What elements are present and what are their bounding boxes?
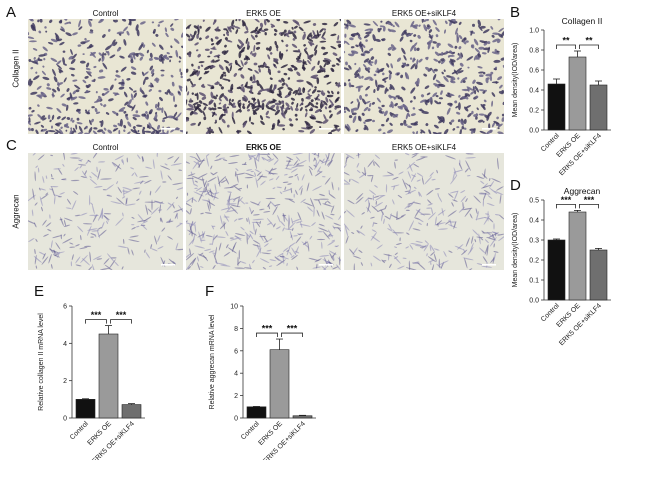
y-tick-label: 0.3 [529,238,539,245]
image-title-control-collagen: Control [92,9,119,18]
significance-bracket [579,44,599,49]
bar-2 [589,84,608,131]
y-tick-label: 2 [63,378,67,385]
bar-0 [547,239,566,301]
y-axis-label: Relative collagen II mRNA level [38,313,45,411]
panel-letter-c: C [6,137,17,154]
significance-label: *** [91,310,102,320]
image-title-erk5-collagen: ERK5 OE [246,9,281,18]
significance-bracket [256,332,278,338]
y-tick-label: 6 [234,348,238,355]
chart-title: Collagen II [562,16,603,26]
panel-letter-d: D [510,177,521,194]
y-tick-label: 10 [230,304,238,311]
chart-aggrecan-mrna: 0 2 4 6 8 10 Relative aggrecan mRNA level Contr… [209,304,316,460]
significance-label: ** [585,36,593,46]
micrograph-aggrecan-erk5 [186,153,341,270]
image-title-sik-collagen: ERK5 OE+siKLF4 [391,9,457,18]
bar-1 [269,349,290,419]
panel-letter-f: F [205,283,215,300]
bar-1 [98,333,119,419]
image-title-sik-aggrecan: ERK5 OE+siKLF4 [391,143,457,152]
image-title-erk5-aggrecan: ERK5 OE [245,143,282,152]
bar-2 [121,404,142,419]
significance-label: *** [116,310,127,320]
chart-collagen-density: Collagen II 0.0 0.2 0.4 0.6 0.8 1.0 Mean densit… [512,16,611,177]
x-tick-label: Control [69,420,90,441]
y-tick-label: 0.6 [529,68,539,75]
y-tick-label: 0.0 [529,298,539,305]
micrograph-collagen-erk5 [186,19,341,134]
micrograph-collagen-control [28,19,183,134]
y-tick-label: 0.5 [529,198,539,205]
bar-2 [589,249,608,301]
y-tick-label: 0.0 [529,128,539,135]
y-tick-label: 1.0 [529,28,539,35]
significance-bracket [85,319,107,324]
panel-letter-a: A [6,4,17,21]
x-tick-label: ERK5 OE+siKLF4 [558,302,603,347]
bar-1 [568,56,587,131]
significance-label: *** [561,195,572,205]
significance-label: ** [562,36,570,46]
bar-0 [75,399,96,419]
bar-1 [568,211,587,301]
y-tick-label: 6 [63,304,67,311]
panel-letter-e: E [34,283,45,300]
bar-0 [246,406,267,419]
y-axis-label: Relative aggrecan mRNA level [209,314,216,409]
y-tick-label: 2 [234,393,238,400]
micrograph-aggrecan-control [28,153,183,270]
image-title-control-aggrecan: Control [92,143,119,152]
y-tick-label: 0.2 [529,258,539,265]
y-tick-label: 0.4 [529,88,539,95]
significance-label: *** [262,324,273,334]
y-tick-label: 4 [234,371,238,378]
significance-bracket [579,204,599,209]
chart-title: Aggrecan [564,186,601,196]
chart-aggrecan-density: Aggrecan 0.0 0.1 0.2 0.3 0.4 0.5 Mean density(I… [512,186,611,347]
bar-0 [547,83,566,131]
y-tick-label: 0.1 [529,278,539,285]
significance-bracket [556,44,576,49]
bar-2 [292,415,313,419]
y-tick-label: 8 [234,326,238,333]
y-tick-label: 0.2 [529,108,539,115]
significance-label: *** [287,324,298,334]
y-tick-label: 0.4 [529,218,539,225]
y-axis-label: Mean density(IOD/area) [512,213,519,288]
y-tick-label: 0 [63,416,67,423]
x-tick-label: ERK5 OE+siKLF4 [558,132,603,177]
chart-collagen-mrna: 0 2 4 6 Relative collagen II mRNA level Contr… [38,304,145,460]
micrograph-collagen-sik [344,19,504,134]
significance-bracket [556,204,576,209]
y-tick-label: 4 [63,341,67,348]
significance-label: *** [584,195,595,205]
panel-letter-b: B [510,4,521,21]
y-axis-label: Mean density(IOD/area) [512,43,519,118]
significance-bracket [110,319,132,324]
row-label-aggrecan: Aggrecan [11,194,21,229]
y-tick-label: 0.8 [529,48,539,55]
y-tick-label: 0 [234,416,238,423]
significance-bracket [281,332,303,338]
micrograph-aggrecan-sik [344,153,504,270]
x-tick-label: Control [240,420,261,441]
row-label-collagen: Collagen II [11,49,21,88]
